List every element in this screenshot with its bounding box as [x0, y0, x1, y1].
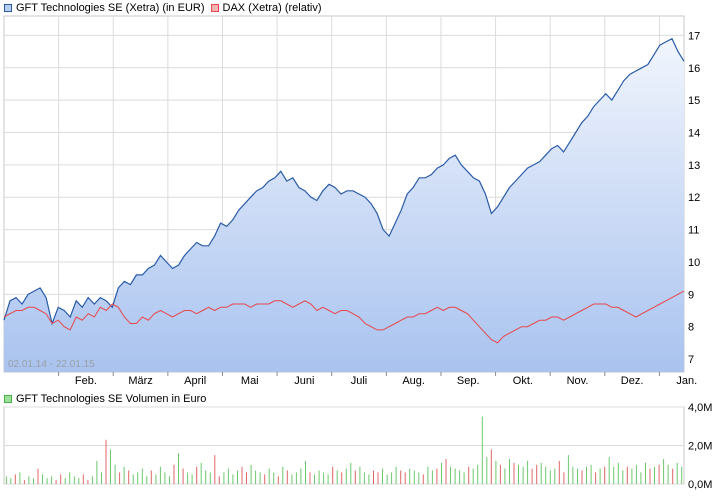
volume-y-axis: 0,0M 2,0M 4,0M	[688, 402, 712, 491]
price-x-tick-label: Dez.	[621, 375, 644, 387]
dax-line	[3, 290, 685, 344]
price-x-tick-label: Jan.	[676, 375, 697, 387]
price-y-tick-label: 16	[688, 63, 700, 75]
gft-price-area	[4, 38, 684, 372]
price-y-tick-label: 13	[688, 160, 700, 172]
date-range-label: 02.01.14 - 22.01.15	[8, 359, 95, 370]
legend-label-gft: GFT Technologies SE (Xetra) (in EUR)	[16, 1, 205, 14]
price-y-tick-label: 10	[688, 257, 700, 269]
price-y-tick-label: 7	[688, 354, 694, 366]
price-y-tick-label: 11	[688, 225, 699, 237]
volume-y-tick-label: 2,0M	[688, 441, 712, 453]
legend-swatch-volume	[4, 394, 12, 403]
price-x-tick-label: Nov.	[567, 375, 589, 387]
price-y-tick-label: 14	[688, 128, 700, 140]
price-x-tick-label: April	[184, 375, 206, 387]
legend-swatch-gft	[4, 3, 12, 12]
price-y-axis: 7 8 9 10 11 12 13 14 15 16 17	[688, 30, 700, 366]
legend-label-volume: GFT Technologies SE Volumen in Euro	[16, 392, 207, 405]
price-y-tick-label: 8	[688, 322, 694, 334]
price-y-tick-label: 15	[688, 95, 700, 107]
volume-legend: GFT Technologies SE Volumen in Euro	[4, 392, 206, 405]
volume-grid	[3, 406, 685, 485]
price-x-tick-label: Okt.	[513, 375, 533, 387]
gft-price-line	[3, 37, 685, 326]
price-x-tick-label: Juli	[351, 375, 368, 387]
price-x-tick-label: Aug.	[402, 375, 425, 387]
price-x-axis: Feb. März April Mai Juni Juli Aug. Sep. Okt. Nov.…	[58, 372, 697, 387]
price-x-tick-label: Juni	[294, 375, 314, 387]
price-x-tick-label: März	[128, 375, 152, 387]
volume-y-tick-label: 0,0M	[688, 479, 712, 491]
legend-item-dax[interactable]: DAX (Xetra) (relativ)	[210, 1, 322, 14]
price-y-tick-label: 12	[688, 192, 700, 204]
price-x-tick-label: Mai	[241, 375, 259, 387]
volume-y-tick-label: 4,0M	[688, 402, 712, 414]
price-x-tick-label: Feb.	[75, 375, 97, 387]
price-y-tick-label: 9	[688, 289, 694, 301]
price-x-tick-label: Sep.	[457, 375, 480, 387]
volume-bars	[5, 416, 683, 484]
legend-item-gft[interactable]: GFT Technologies SE (Xetra) (in EUR)	[4, 2, 205, 14]
legend-swatch-dax	[210, 3, 219, 12]
chart-legend: GFT Technologies SE (Xetra) (in EUR) DAX…	[4, 1, 322, 14]
price-y-tick-label: 17	[688, 30, 700, 42]
legend-label-dax: DAX (Xetra) (relativ)	[222, 1, 322, 14]
